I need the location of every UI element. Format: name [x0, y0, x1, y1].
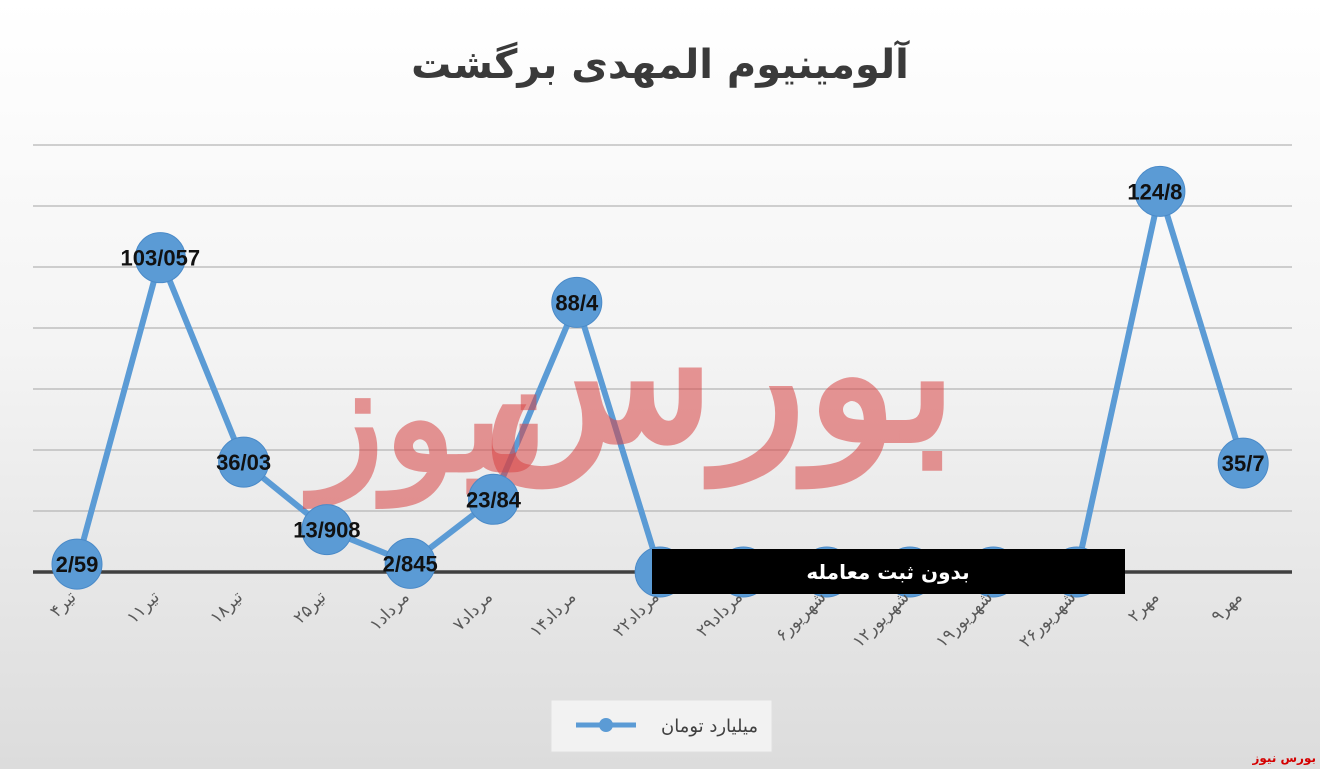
x-tick-label: ۱۱تیر	[123, 587, 164, 628]
x-tick-label: ۲۶شهریور	[1015, 587, 1080, 652]
data-label: 103/057	[121, 246, 201, 271]
data-point	[551, 276, 603, 328]
data-point	[218, 436, 270, 488]
x-tick-label: ۷مرداد	[449, 587, 497, 635]
watermark: بورس نیوز	[303, 262, 958, 509]
data-point	[301, 504, 353, 556]
x-tick-label: ۶شهریور	[772, 587, 830, 645]
data-label: 2/845	[383, 551, 438, 576]
x-axis-ticks: ۴تیر ۱۱تیر ۱۸تیر ۲۵تیر ۱مرداد ۷مرداد ۱۴مرداد ۲۲…	[46, 587, 1246, 652]
data-label: 13/908	[293, 518, 360, 543]
x-tick-label: ۲۵تیر	[290, 587, 331, 628]
data-label: 2/59	[56, 552, 99, 577]
data-labels: 2/59 103/057 36/03 13/908 2/845 23/84 88/4 124/…	[56, 179, 1265, 577]
legend-label: میلیارد تومان	[661, 716, 758, 737]
no-trade-note-text: بدون ثبت معامله	[806, 560, 969, 584]
no-trade-note: بدون ثبت معامله	[652, 549, 1125, 594]
x-tick-label: ۱مرداد	[366, 587, 414, 635]
data-point	[468, 473, 519, 525]
data-label: 124/8	[1127, 179, 1182, 204]
brand-label: بورس نیوز	[1251, 751, 1316, 766]
x-tick-label: ۴تیر	[46, 587, 80, 621]
x-tick-label: ۱۴مرداد	[526, 587, 580, 641]
x-tick-label: ۱۸تیر	[206, 587, 247, 628]
x-tick-label: ۹مهر	[1208, 587, 1247, 626]
data-label: 36/03	[216, 450, 271, 475]
x-tick-label: ۲۲مرداد	[609, 587, 663, 641]
data-point	[384, 537, 436, 589]
chart-title: آلومینیوم المهدی برگشت	[411, 39, 910, 88]
data-label: 23/84	[466, 487, 522, 512]
data-point	[1217, 437, 1269, 489]
legend: میلیارد تومان	[550, 699, 773, 753]
x-tick-label: ۱۲شهریور	[849, 587, 914, 652]
data-point	[1134, 165, 1186, 217]
x-tick-label: ۲مهر	[1124, 587, 1163, 626]
data-point	[134, 232, 186, 284]
x-tick-label: ۱۹شهریور	[932, 587, 997, 652]
legend-marker-icon	[599, 718, 613, 732]
data-label: 88/4	[555, 290, 599, 315]
no-trade-note-box	[652, 549, 1125, 594]
data-label: 35/7	[1222, 451, 1265, 476]
data-point	[51, 538, 103, 590]
x-tick-label: ۲۹مرداد	[693, 587, 747, 641]
